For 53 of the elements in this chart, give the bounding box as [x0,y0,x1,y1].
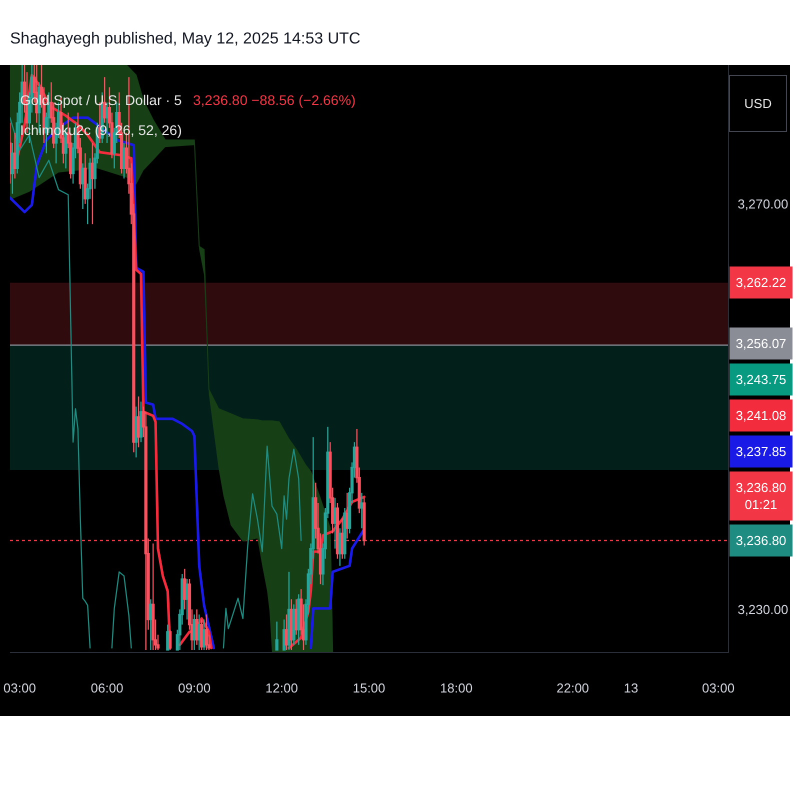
y-tick-label: 3,230.00 [738,602,788,617]
band-label: 3,243.75 [736,372,786,387]
candlestick [297,594,300,646]
chart-title: Shaghayegh published, May 12, 2025 14:53 UTC [10,30,360,48]
ref-line-label: 3,256.07 [736,336,786,351]
candlestick [294,598,298,636]
x-tick-label: 03:00 [3,680,36,696]
x-tick-label: 06:00 [90,680,124,696]
x-tick-label: 13 [624,680,638,696]
candlestick [340,518,344,560]
candlestick [149,598,152,651]
x-tick-label: 12:00 [265,680,298,696]
candlestick [81,162,84,210]
x-tick-label: 15:00 [352,680,386,696]
text: 3,236.80 [736,533,786,548]
x-tick-label: 18:00 [440,680,473,696]
x-tick-label: 03:00 [702,680,735,696]
x-tick-label: 22:00 [556,680,590,696]
candlestick [152,542,155,651]
candlestick [186,578,189,620]
candlestick [166,624,170,651]
candlestick [336,502,340,560]
candlestick [90,142,94,225]
candlestick [168,629,172,651]
candlestick [183,568,186,610]
candlestick [139,400,143,443]
candlestick [282,618,286,651]
candlestick [198,614,201,651]
annotation: 3,236.80 −88.56 (−2.66%) [193,92,356,108]
candlestick [333,497,337,550]
text: USD [744,96,772,111]
band-label: 3,262.22 [736,275,786,290]
candlestick [362,497,366,546]
candlestick [343,507,346,560]
candlestick [292,604,296,646]
candlestick [338,528,342,566]
x-tick-label: 09:00 [178,680,211,696]
text: 3,237.85 [736,444,786,459]
candlestick [10,142,14,194]
candlestick [284,614,288,651]
candlestick [287,571,291,651]
candlestick [202,618,206,651]
candlestick [84,152,87,204]
candlestick [275,620,278,651]
candlestick [360,492,364,529]
ref-line-label: 3,236.80 01:21 [736,480,786,512]
text: 3,241.08 [736,408,786,423]
candlestick [195,608,198,646]
candlestick [346,492,349,540]
candlestick [134,406,138,458]
candlestick [136,396,140,448]
y-tick-label: 3,270.00 [738,196,788,212]
candlestick [204,614,208,651]
